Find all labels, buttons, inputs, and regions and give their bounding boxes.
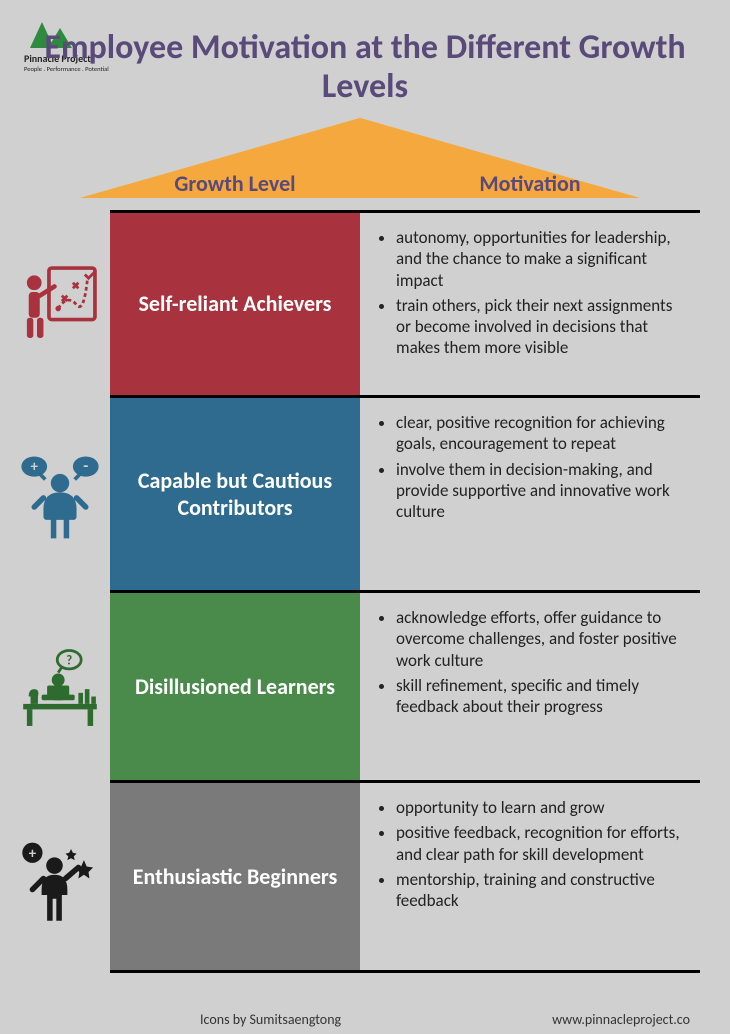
page-title: Employee Motivation at the Different Gro…	[0, 28, 730, 106]
level-cell: Enthusiastic Beginners	[110, 783, 360, 970]
footer: Icons by Sumitsaengtong www.pinnacleproj…	[0, 1011, 730, 1028]
level-icon: ?	[10, 645, 110, 737]
svg-text:+: +	[29, 844, 37, 862]
motivation-bullet: opportunity to learn and grow	[396, 797, 686, 818]
motivation-bullet: train others, pick their next assignment…	[396, 295, 686, 359]
motivation-bullet: involve them in decision-making, and pro…	[396, 459, 686, 523]
motivation-cell: acknowledge efforts, offer guidance to o…	[360, 593, 700, 780]
svg-text:-: -	[83, 456, 88, 476]
motivation-cell: clear, positive recognition for achievin…	[360, 398, 700, 590]
svg-text:+: +	[31, 457, 39, 475]
motivation-bullet: mentorship, training and constructive fe…	[396, 869, 686, 912]
level-cell: Capable but Cautious Contributors	[110, 398, 360, 590]
table-row: Disillusioned Learners acknowledge effort…	[110, 593, 700, 783]
motivation-cell: opportunity to learn and grow positive fe…	[360, 783, 700, 970]
motivation-bullet: positive feedback, recognition for effor…	[396, 822, 686, 865]
motivation-cell: autonomy, opportunities for leadership, …	[360, 213, 700, 395]
level-cell: Self-reliant Achievers	[110, 213, 360, 395]
level-icon: + -	[10, 450, 110, 542]
table-row: Capable but Cautious Contributors clear, …	[110, 398, 700, 593]
motivation-bullet: clear, positive recognition for achievin…	[396, 412, 686, 455]
header-growth-level: Growth Level	[110, 170, 360, 197]
svg-text:?: ?	[66, 653, 72, 668]
growth-table: Self-reliant Achievers autonomy, opportun…	[110, 210, 700, 973]
footer-url: www.pinnacleproject.co	[552, 1011, 690, 1028]
table-row: Enthusiastic Beginnersopportunity to lea…	[110, 783, 700, 973]
motivation-bullet: skill refinement, specific and timely fe…	[396, 675, 686, 718]
level-icon: +	[10, 838, 110, 930]
footer-credit: Icons by Sumitsaengtong	[200, 1011, 341, 1028]
header-motivation: Motivation	[360, 170, 700, 197]
table-row: Self-reliant Achievers autonomy, opportun…	[110, 213, 700, 398]
level-cell: Disillusioned Learners	[110, 593, 360, 780]
level-icon	[10, 257, 110, 349]
column-headers: Growth Level Motivation	[110, 170, 700, 197]
motivation-bullet: acknowledge efforts, offer guidance to o…	[396, 607, 686, 671]
motivation-bullet: autonomy, opportunities for leadership, …	[396, 227, 686, 291]
